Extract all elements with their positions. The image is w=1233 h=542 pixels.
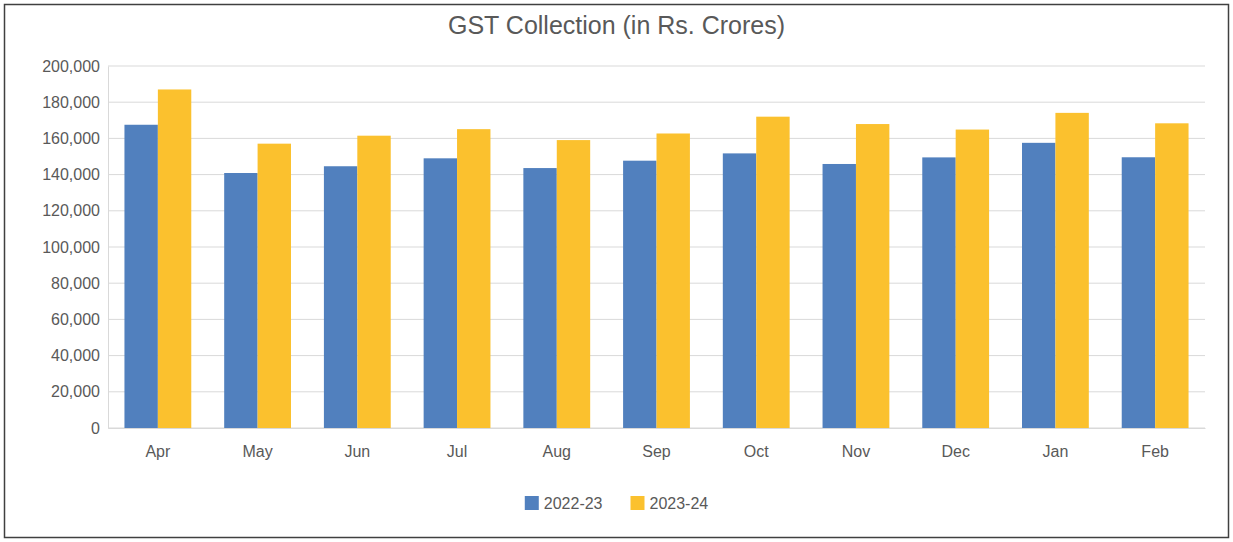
legend-item: 2023-24: [631, 495, 709, 512]
bar-series: [124, 125, 1155, 428]
y-tick-label: 20,000: [51, 383, 100, 400]
bar: [1155, 123, 1188, 428]
y-tick-label: 60,000: [51, 311, 100, 328]
x-tick-label: Jun: [344, 443, 370, 460]
x-tick-label: Oct: [744, 443, 769, 460]
bar: [158, 89, 191, 428]
x-tick-label: Sep: [642, 443, 671, 460]
x-tick: Nov: [842, 428, 870, 460]
y-tick-label: 160,000: [42, 130, 100, 147]
bars: [124, 89, 1188, 428]
y-tick-label: 100,000: [42, 239, 100, 256]
bar: [1022, 143, 1055, 428]
y-axis: 0 20,000 40,000 60,000 80,000 100,000 120,000 1…: [42, 58, 108, 437]
bar: [657, 133, 690, 428]
bar: [623, 161, 656, 428]
x-tick-label: Jan: [1043, 443, 1069, 460]
bar: [424, 158, 457, 428]
bar: [823, 164, 856, 428]
x-tick: Oct: [744, 428, 769, 460]
y-tick: 160,000: [42, 130, 108, 147]
bar: [457, 129, 490, 428]
bar: [557, 140, 590, 428]
y-tick-label: 120,000: [42, 202, 100, 219]
x-tick: Jan: [1043, 428, 1069, 460]
legend-label: 2023-24: [650, 495, 709, 512]
plot: 0 20,000 40,000 60,000 80,000 100,000 120,000 1…: [42, 58, 1205, 461]
bar: [856, 124, 889, 428]
x-tick-label: Apr: [145, 443, 171, 460]
x-tick: Sep: [642, 428, 671, 460]
y-tick: 20,000: [51, 383, 108, 400]
legend-item: 2022-23: [525, 495, 603, 512]
x-tick-label: Jul: [447, 443, 467, 460]
y-tick: 180,000: [42, 94, 108, 111]
bar: [523, 168, 556, 428]
x-tick: Apr: [145, 428, 171, 460]
bar: [1055, 113, 1088, 428]
bar: [357, 136, 390, 428]
y-tick: 0: [91, 420, 108, 437]
y-tick-label: 80,000: [51, 275, 100, 292]
y-tick: 80,000: [51, 275, 108, 292]
x-tick: Dec: [941, 428, 969, 460]
x-tick-label: Dec: [941, 443, 969, 460]
grid: [108, 66, 1205, 428]
y-tick: 60,000: [51, 311, 108, 328]
legend-label: 2022-23: [544, 495, 603, 512]
legend-swatch: [525, 496, 539, 510]
bar: [723, 153, 756, 428]
y-tick: 100,000: [42, 239, 108, 256]
bar: [922, 157, 955, 428]
y-tick: 200,000: [42, 58, 108, 75]
bar: [1122, 157, 1155, 428]
bar: [124, 125, 157, 428]
bar: [324, 166, 357, 428]
y-tick-label: 0: [91, 420, 100, 437]
bar: [756, 117, 789, 428]
y-tick-label: 200,000: [42, 58, 100, 75]
x-tick-label: Feb: [1141, 443, 1169, 460]
y-tick: 120,000: [42, 202, 108, 219]
bar: [224, 173, 257, 428]
x-tick-label: May: [242, 443, 272, 460]
chart: GST Collection (in Rs. Crores) 0 20,000 40,…: [0, 0, 1233, 542]
x-axis: Apr May Jun Jul Aug Sep Oct Nov Dec Jan Feb: [109, 428, 1206, 460]
grid-line: [108, 102, 1205, 103]
bar-series: [158, 89, 1189, 428]
bar: [258, 144, 291, 428]
title: GST Collection (in Rs. Crores): [448, 11, 785, 39]
x-tick: May: [242, 428, 272, 460]
y-tick-label: 140,000: [42, 166, 100, 183]
x-tick: Jun: [344, 428, 370, 460]
x-tick: Aug: [543, 428, 571, 460]
x-tick: Jul: [447, 428, 467, 460]
y-tick-label: 180,000: [42, 94, 100, 111]
legend: 2022-23 2023-24: [525, 495, 709, 512]
y-axis-line: [108, 67, 109, 429]
y-tick-label: 40,000: [51, 347, 100, 364]
chart-border: [5, 5, 1229, 538]
x-tick-label: Nov: [842, 443, 870, 460]
bar: [956, 130, 989, 428]
y-tick: 40,000: [51, 347, 108, 364]
y-tick: 140,000: [42, 166, 108, 183]
x-tick: Feb: [1141, 428, 1169, 460]
grid-line: [108, 66, 1205, 67]
x-tick-label: Aug: [543, 443, 571, 460]
x-axis-line: [109, 428, 1206, 429]
legend-swatch: [631, 496, 645, 510]
